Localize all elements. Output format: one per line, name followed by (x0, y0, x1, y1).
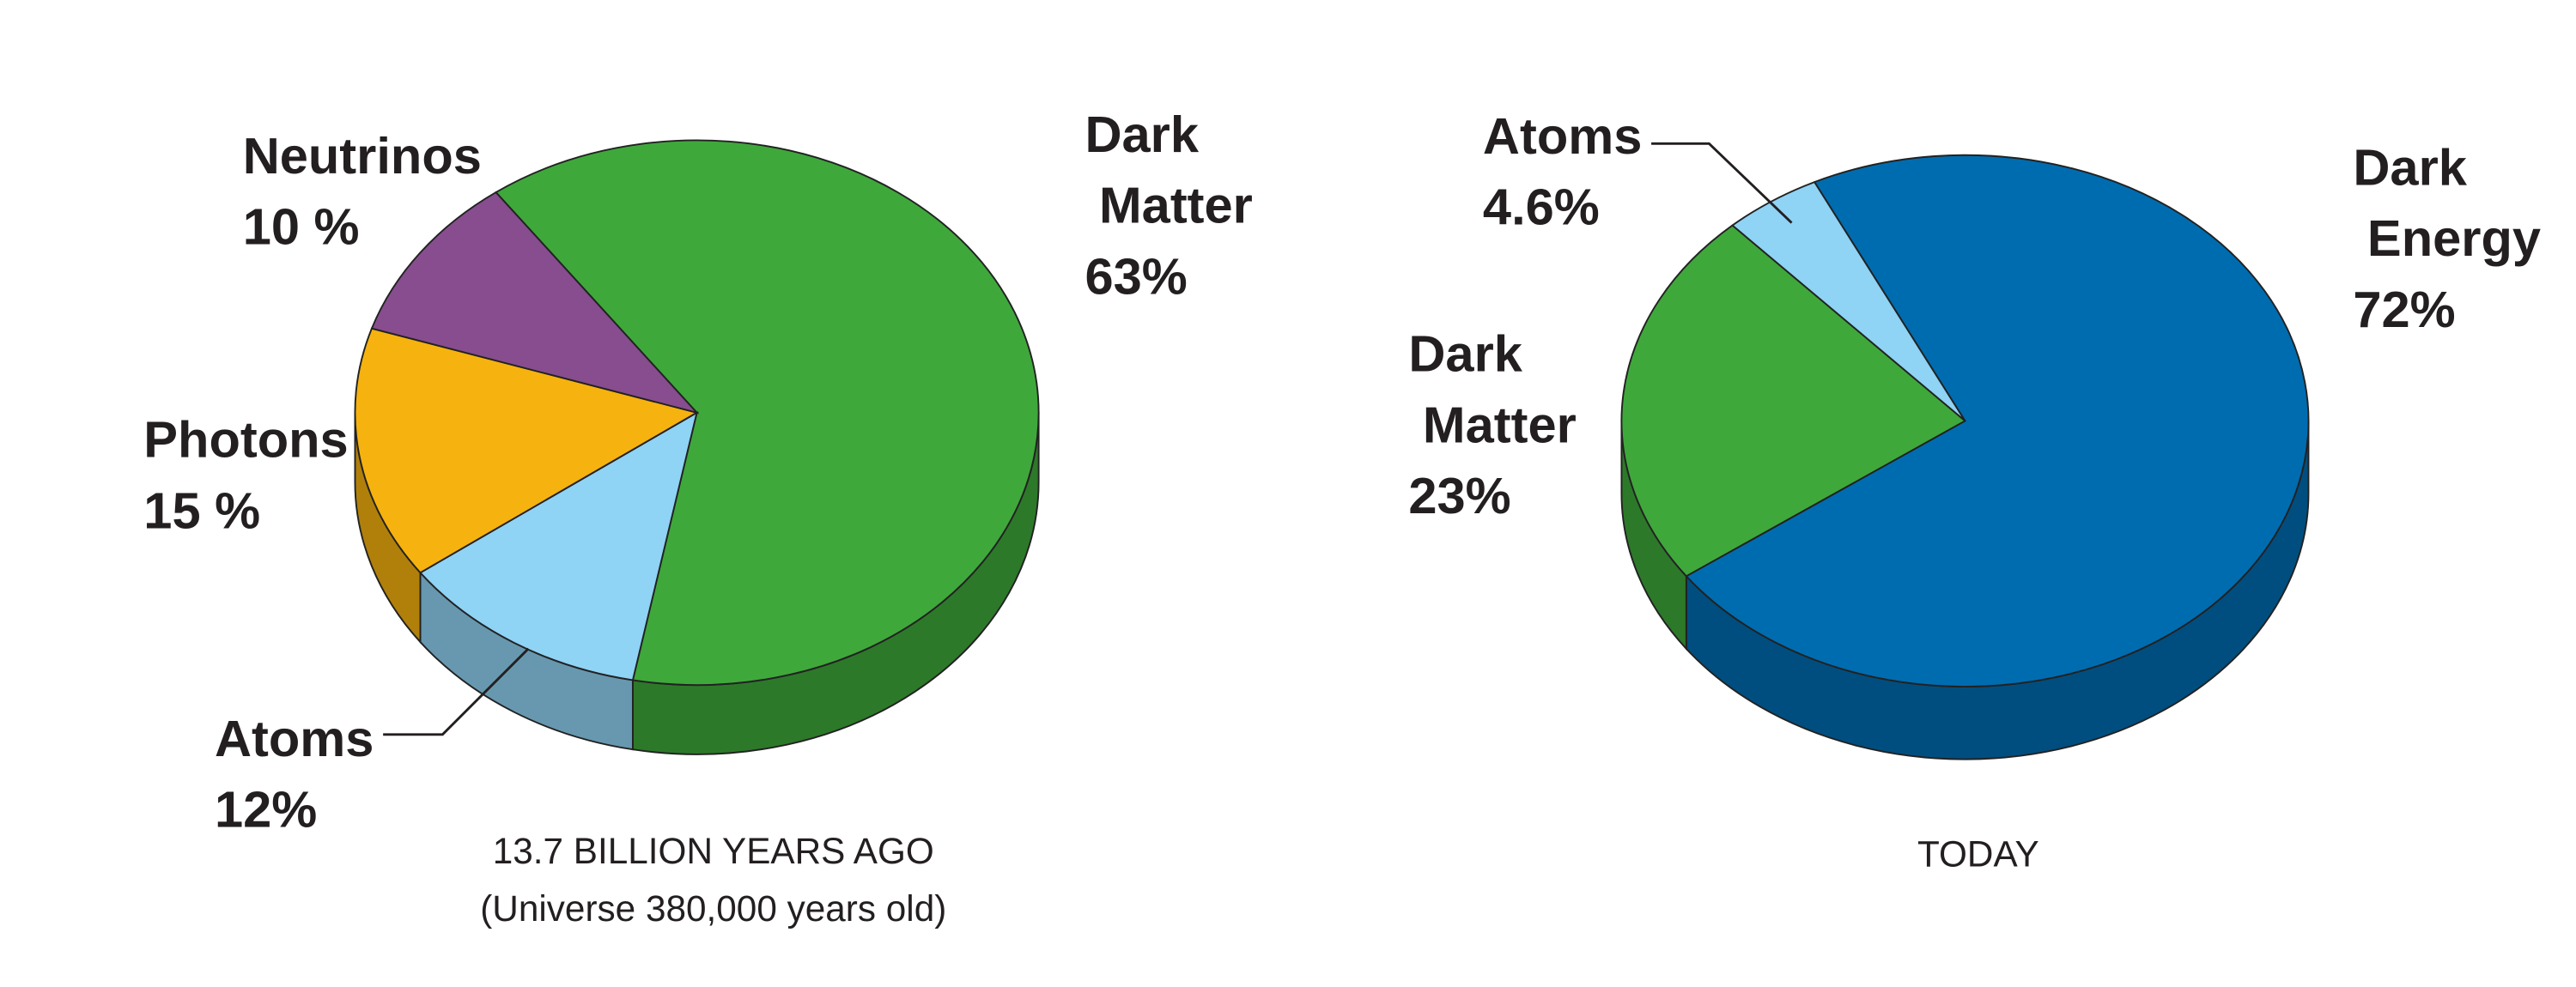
slice-label: Dark Energy (2353, 138, 2541, 267)
slice-label: Dark Matter (1084, 106, 1252, 234)
value-label: 4.6% (1483, 179, 1600, 236)
pie-slice (418, 410, 698, 681)
pie-slice (1685, 154, 2310, 687)
slice-label: Photons (143, 411, 348, 469)
slice-label: Atoms (1483, 107, 1642, 165)
leader-line (383, 647, 530, 736)
pie-slice (1620, 224, 1967, 578)
value-label: 10 % (243, 198, 360, 256)
value-label: 72% (2353, 281, 2455, 338)
pie-slice (354, 327, 700, 574)
value-label: 12% (215, 780, 317, 838)
chart-title: 13.7 BILLION YEARS AGO (493, 831, 934, 871)
chart-title: TODAY (1917, 834, 2039, 875)
leader-line (1651, 142, 1793, 224)
pie-slice (495, 139, 1040, 686)
pie-slice (370, 191, 700, 415)
slice-label: Atoms (215, 710, 374, 767)
chart-subtitle: (Universe 380,000 years old) (480, 888, 946, 929)
value-label: 63% (1084, 247, 1187, 305)
value-label: 15 % (143, 481, 260, 539)
value-label: 23% (1408, 467, 1510, 524)
pie-slice (1731, 180, 1966, 422)
slice-label: Neutrinos (243, 127, 482, 185)
slice-label: Dark Matter (1408, 325, 1576, 454)
